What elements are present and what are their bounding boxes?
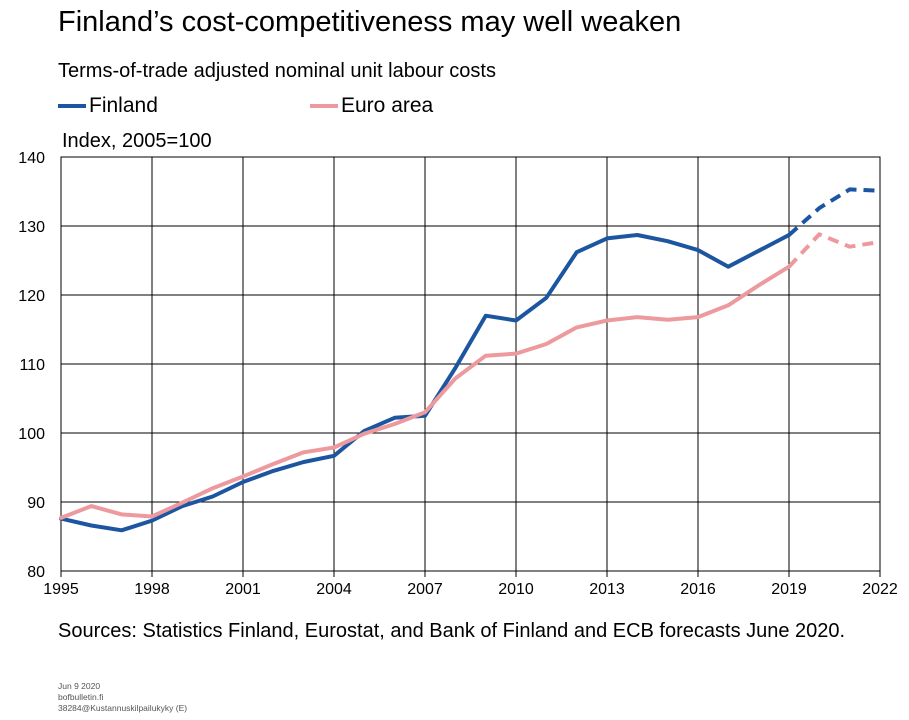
y-tick-label-90: 90 [27, 495, 45, 512]
legend-swatch-euro-area [310, 104, 338, 108]
series-line-euro-area [59, 264, 791, 520]
x-tick-label-2010: 2010 [498, 581, 534, 598]
series-forecast-line-finland [787, 187, 881, 237]
legend-item-euro-area: Euro area [310, 93, 433, 119]
x-tick-label-2001: 2001 [225, 581, 261, 598]
x-tick-label-1998: 1998 [134, 581, 170, 598]
y-tick-label-120: 120 [18, 288, 45, 305]
legend-item-finland: Finland [58, 93, 158, 119]
legend-label-euro-area: Euro area [341, 94, 434, 117]
footnote: Jun 9 2020 bofbulletin.fi 38284@Kustannu… [58, 681, 187, 714]
footnote-site: bofbulletin.fi [58, 692, 104, 702]
x-tick-label-2016: 2016 [680, 581, 716, 598]
chart-subtitle: Terms-of-trade adjusted nominal unit lab… [58, 60, 496, 82]
plot-area-frame [60, 156, 881, 572]
series-forecast-line-euro-area [787, 232, 881, 269]
y-tick-label-140: 140 [18, 150, 45, 167]
line-chart: 80 90 100 110 120 130 140 1995 1998 2001 2004 2007 2… [18, 150, 898, 598]
legend-label-finland: Finland [89, 94, 158, 117]
x-tick-label-2007: 2007 [407, 581, 443, 598]
y-axis-unit-label: Index, 2005=100 [62, 130, 212, 152]
y-tick-label-100: 100 [18, 426, 45, 443]
chart-title: Finland’s cost-competitiveness may well … [58, 6, 682, 38]
footnote-id: 38284@Kustannuskilpailukyky (E) [58, 703, 188, 713]
x-tick-label-2019: 2019 [771, 581, 807, 598]
footnote-date: Jun 9 2020 [58, 681, 101, 691]
series-line-finland [59, 233, 791, 533]
x-tick-label-2022: 2022 [862, 581, 898, 598]
legend-swatch-finland [58, 104, 86, 108]
y-tick-label-130: 130 [18, 219, 45, 236]
x-tick-label-2004: 2004 [316, 581, 352, 598]
x-tick-label-1995: 1995 [43, 581, 79, 598]
y-tick-label-110: 110 [19, 357, 45, 374]
sources-note: Sources: Statistics Finland, Eurostat, a… [58, 620, 846, 642]
y-tick-label-80: 80 [27, 564, 45, 581]
x-tick-label-2013: 2013 [589, 581, 625, 598]
